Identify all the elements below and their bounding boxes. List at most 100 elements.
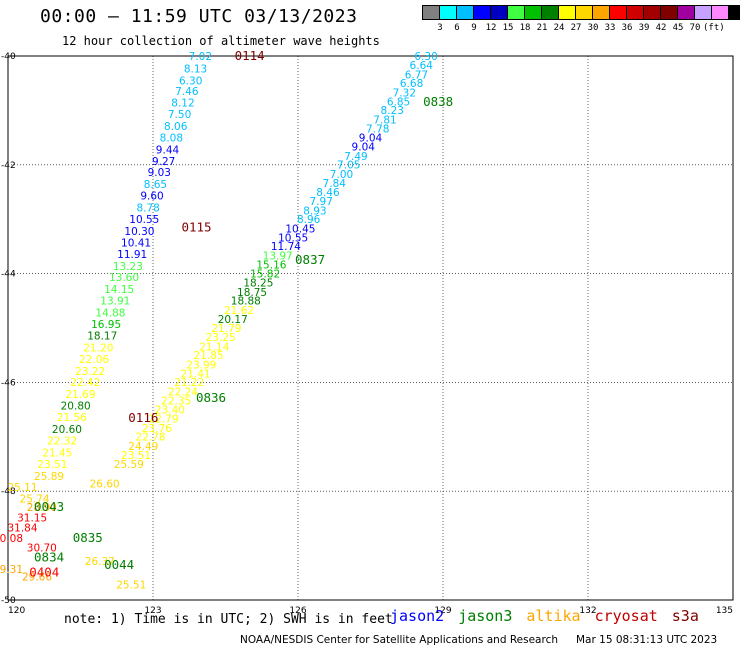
legend-color-swatch — [627, 6, 644, 19]
legend-color-swatch — [474, 6, 491, 19]
pass-time-label: 0835 — [73, 530, 103, 545]
legend-tick-label: 24 — [553, 23, 565, 33]
wave-height-label: 26.60 — [90, 478, 120, 490]
wave-height-label: 7.46 — [175, 86, 199, 98]
wave-height-label: 31.84 — [7, 522, 37, 534]
pass-time-label: 0043 — [34, 499, 64, 514]
lon-tick-label: 132 — [579, 606, 596, 616]
legend-color-swatch — [423, 6, 440, 19]
wave-height-label: 23.99 — [186, 359, 216, 371]
legend-color-swatch — [508, 6, 525, 19]
wave-height-label: 21.14 — [199, 341, 229, 353]
wave-height-label: 6.77 — [405, 69, 428, 81]
legend-color-swatch — [593, 6, 610, 19]
wave-height-label: 21.20 — [83, 342, 113, 354]
lon-tick-label: 120 — [8, 606, 25, 616]
legend-color-swatch — [440, 6, 457, 19]
wave-height-label: 25.59 — [114, 459, 144, 471]
graticule — [7, 55, 734, 601]
wave-height-label: 30.70 — [27, 543, 57, 555]
wave-height-label: 10.55 — [129, 214, 159, 226]
lon-tick-label: 135 — [716, 606, 733, 616]
legend-color-swatch — [525, 6, 542, 19]
footer-source: NOAA/NESDIS Center for Satellite Applica… — [240, 634, 558, 646]
wave-height-label: 18.17 — [87, 330, 117, 342]
legend-color-swatch — [559, 6, 576, 19]
legend-color-swatch — [542, 6, 559, 19]
wave-height-label: 25.11 — [7, 482, 37, 494]
wave-height-label: 9.03 — [148, 167, 171, 179]
wave-height-label: 23.25 — [206, 332, 236, 344]
legend-color-swatch — [644, 6, 661, 19]
legend-tick-label: 42 — [655, 23, 667, 33]
wave-height-label: 11.74 — [271, 241, 301, 253]
legend-tick-label: 36 — [621, 23, 633, 33]
lon-tick-label: 123 — [144, 606, 161, 616]
legend-color-swatch — [712, 6, 729, 19]
wave-height-label: 8.08 — [160, 132, 183, 144]
wave-height-label: 20.80 — [61, 401, 91, 413]
legend-color-swatch — [729, 6, 740, 19]
legend-tick-label: 27 — [570, 23, 582, 33]
legend-tick-label: 15 — [502, 23, 514, 33]
satellite-name: s3a — [671, 607, 699, 625]
wave-height-label: 9.44 — [156, 144, 180, 156]
wave-height-label: 8.12 — [171, 98, 194, 110]
legend-tick-label: 3 — [437, 23, 443, 33]
wave-height-label: 8.65 — [144, 179, 167, 191]
wave-height-label: 14.15 — [104, 284, 134, 296]
wave-height-label: 6.64 — [410, 60, 434, 72]
legend-tick-label: 30 — [587, 23, 599, 33]
lon-tick-label: 126 — [289, 606, 306, 616]
legend-tick-label: 70 — [689, 23, 701, 33]
wave-height-label: 8.78 — [136, 203, 159, 215]
page-subtitle: 12 hour collection of altimeter wave hei… — [62, 34, 380, 48]
wave-height-label: 18.75 — [237, 287, 267, 299]
legend-tick-label: 12 — [485, 23, 497, 33]
wave-height-label: 6.85 — [387, 97, 410, 109]
wave-height-label: 28.90 — [27, 502, 57, 514]
lon-tick-label: 129 — [434, 606, 451, 616]
pass-time-label: 0836 — [196, 390, 226, 405]
legend-tick-label: 39 — [638, 23, 650, 33]
map-frame — [7, 55, 734, 601]
wave-height-label: 15.16 — [256, 260, 286, 272]
wave-height-label: 15.82 — [250, 268, 280, 280]
legend-color-swatch — [695, 6, 712, 19]
lat-tick-label: -48 — [1, 487, 16, 497]
wave-height-label: 22.24 — [168, 386, 198, 398]
wave-height-label: 13.60 — [109, 272, 139, 284]
pass-time-label: 0116 — [128, 410, 158, 425]
wave-height-label: 7.49 — [344, 151, 367, 163]
wave-height-label: 22.79 — [149, 414, 179, 426]
wave-height-label: 23.51 — [37, 459, 67, 471]
wave-height-label: 21.79 — [211, 323, 241, 335]
lat-tick-label: -50 — [1, 596, 16, 606]
wave-height-label: 10.41 — [121, 237, 151, 249]
legend-tick-label: 45 — [672, 23, 684, 33]
wave-height-label: 10.30 — [124, 226, 154, 238]
wave-height-label: 25.74 — [20, 494, 50, 506]
wave-height-label: 8.96 — [297, 214, 321, 226]
wave-height-label: 10.55 — [278, 233, 308, 245]
wave-height-label: 30.08 — [0, 533, 23, 545]
footer: NOAA/NESDIS Center for Satellite Applica… — [240, 634, 717, 646]
wave-height-label: 7.00 — [330, 169, 353, 181]
legend-color-swatch — [661, 6, 678, 19]
wave-height-label: 6.30 — [414, 51, 437, 63]
wave-height-label: 22.32 — [47, 435, 77, 447]
page-title: 00:00 – 11:59 UTC 03/13/2023 — [40, 6, 358, 27]
wave-height-label: 16.95 — [91, 319, 121, 331]
wave-height-label: 18.25 — [243, 278, 273, 290]
wave-height-label: 7.78 — [366, 124, 389, 136]
wave-height-label: 9.60 — [140, 191, 163, 203]
wave-height-label: 23.76 — [142, 423, 172, 435]
satellite-name: jason2 — [390, 607, 445, 625]
wave-height-label: 26.37 — [85, 556, 115, 568]
legend-labels: 3 6 9 12 15 18 21 24 27 30 33 36 39 42 45 70 (ft) — [422, 23, 740, 37]
wave-height-label: 18.88 — [231, 296, 261, 308]
wave-height-label: 8.13 — [184, 63, 207, 75]
wave-height-label: 21.69 — [65, 389, 95, 401]
wave-height-label: 24.49 — [128, 441, 158, 453]
wave-height-label: 21.62 — [224, 305, 254, 317]
